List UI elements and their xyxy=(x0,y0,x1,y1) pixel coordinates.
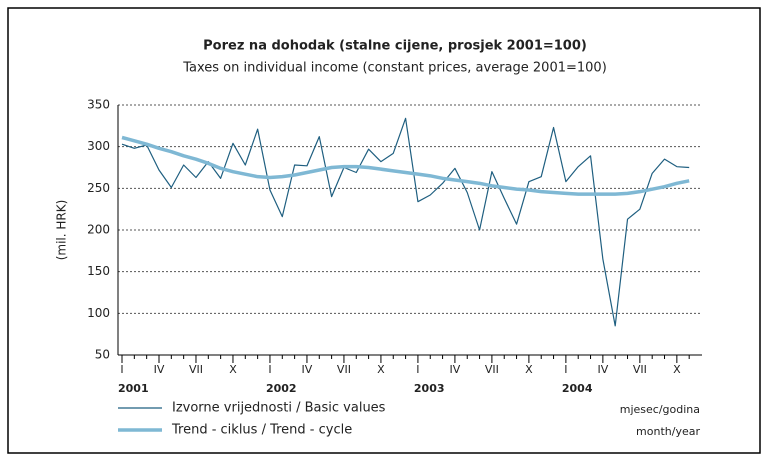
x-tick-label: I xyxy=(268,363,271,376)
x-tick-label: VII xyxy=(633,363,647,376)
year-label: 2003 xyxy=(414,382,445,395)
year-label: 2004 xyxy=(562,382,593,395)
y-tick-label: 350 xyxy=(87,98,110,112)
series-line xyxy=(121,135,690,196)
x-axis-label: month/year xyxy=(636,425,700,438)
year-label: 2001 xyxy=(118,382,149,395)
series-line xyxy=(121,117,690,327)
legend-label: Izvorne vrijednosti / Basic values xyxy=(172,401,386,416)
x-tick-label: IV xyxy=(154,363,165,376)
year-label: 2002 xyxy=(266,382,297,395)
x-tick-label: VII xyxy=(337,363,351,376)
x-tick-label: IV xyxy=(597,363,608,376)
x-tick-label: X xyxy=(673,363,681,376)
x-tick-label: I xyxy=(120,363,123,376)
y-tick-label: 50 xyxy=(95,348,110,362)
y-axis-label: (mil. HRK) xyxy=(55,200,69,261)
x-tick-label: IV xyxy=(302,363,313,376)
x-tick-label: X xyxy=(525,363,533,376)
x-tick-label: X xyxy=(229,363,237,376)
legend-label: Trend - ciklus / Trend - cycle xyxy=(171,423,352,438)
y-tick-label: 250 xyxy=(87,181,110,195)
y-tick-label: 100 xyxy=(87,306,110,320)
x-tick-label: VII xyxy=(189,363,203,376)
x-axis-label: mjesec/godina xyxy=(620,403,700,416)
y-tick-label: 200 xyxy=(87,223,110,237)
y-tick-label: 150 xyxy=(87,264,110,278)
x-tick-label: X xyxy=(377,363,385,376)
x-tick-label: I xyxy=(416,363,419,376)
x-tick-label: I xyxy=(564,363,567,376)
x-tick-label: IV xyxy=(450,363,461,376)
chart-subtitle: Taxes on individual income (constant pri… xyxy=(182,61,607,76)
x-tick-label: VII xyxy=(485,363,499,376)
chart-title: Porez na dohodak (stalne cijene, prosjek… xyxy=(203,39,587,54)
frame xyxy=(7,7,761,454)
y-tick-label: 300 xyxy=(87,139,110,153)
